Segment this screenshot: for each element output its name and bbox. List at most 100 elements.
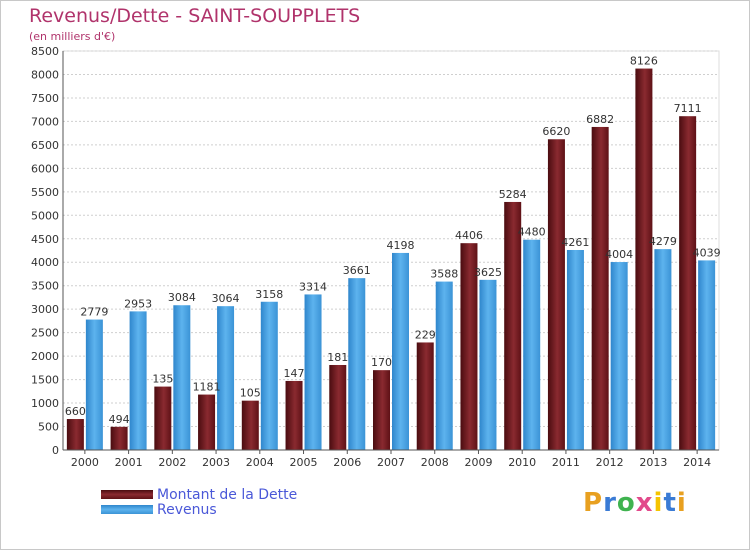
value-label-revenus-2009: 3625 [474, 266, 502, 279]
value-label-dette-2014: 7111 [674, 102, 702, 115]
logo-letter: r [603, 488, 617, 518]
y-tick-label-1500: 1500 [31, 374, 59, 387]
bar-dette-2003 [198, 394, 216, 450]
proxiti-logo: Proxiti [583, 488, 687, 518]
axis-layer: 0 500 1000 1500 2000 2500 3000 3500 4000 4500 5000… [31, 45, 719, 469]
value-label-revenus-2007: 4198 [387, 239, 415, 252]
logo-letter: P [583, 488, 604, 518]
y-tick-label-7500: 7500 [31, 92, 59, 105]
bar-dette-2001 [110, 426, 128, 450]
bar-dette-2002 [154, 386, 172, 450]
y-tick-label-2500: 2500 [31, 327, 59, 340]
bar-dette-2009 [460, 243, 478, 450]
value-label-revenus-2001: 2953 [124, 297, 152, 310]
value-label-dette-2010: 5284 [499, 188, 527, 201]
logo-letter: o [616, 488, 636, 518]
value-label-revenus-2011: 4261 [561, 236, 589, 249]
value-label-dette-2001: 494 [109, 413, 130, 426]
legend-swatch-dette [101, 490, 153, 499]
y-tick-label-5500: 5500 [31, 186, 59, 199]
x-tick-label-2000: 2000 [71, 456, 99, 469]
grid-layer [62, 50, 720, 451]
bar-dette-2006 [329, 364, 347, 450]
y-tick-label-8500: 8500 [31, 45, 59, 58]
x-tick-label-2008: 2008 [421, 456, 449, 469]
y-tick-label-3500: 3500 [31, 280, 59, 293]
value-label-dette-2005: 147 [284, 367, 305, 380]
bar-revenus-2005 [304, 294, 322, 450]
value-label-revenus-2013: 4279 [649, 235, 677, 248]
labels-layer: 660 2779 494 2953 135 3084 1181 3064 105 3158 147 3… [65, 55, 721, 426]
bar-revenus-2012 [610, 262, 628, 450]
x-tick-label-2014: 2014 [683, 456, 711, 469]
logo-letter: i [653, 488, 664, 518]
x-tick-label-2004: 2004 [246, 456, 274, 469]
bar-revenus-2007 [392, 252, 409, 450]
x-tick-label-2011: 2011 [552, 456, 580, 469]
bar-dette-2010 [504, 201, 522, 450]
value-label-revenus-2003: 3064 [212, 292, 240, 305]
bar-dette-2011 [547, 139, 565, 451]
x-tick-label-2010: 2010 [508, 456, 536, 469]
bar-dette-2000 [66, 419, 84, 450]
y-tick-label-3000: 3000 [31, 303, 59, 316]
bar-dette-2012 [591, 126, 609, 451]
value-label-revenus-2004: 3158 [255, 288, 283, 301]
bar-revenus-2002 [173, 305, 191, 450]
chart-subtitle: (en milliers d'€) [29, 30, 116, 43]
value-label-dette-2013: 8126 [630, 55, 658, 68]
bar-dette-2014 [679, 116, 697, 450]
value-label-revenus-2010: 4480 [518, 226, 546, 239]
value-label-dette-2008: 229 [415, 328, 436, 341]
y-tick-label-5000: 5000 [31, 209, 59, 222]
value-label-dette-2004: 105 [240, 387, 261, 400]
value-label-dette-2002: 135 [152, 373, 173, 386]
bar-dette-2013 [635, 68, 653, 450]
bar-revenus-2000 [85, 319, 103, 450]
x-tick-label-2005: 2005 [290, 456, 318, 469]
bar-dette-2004 [241, 400, 259, 450]
bar-revenus-2011 [566, 249, 584, 450]
bar-revenus-2010 [523, 239, 541, 450]
bar-dette-2005 [285, 380, 303, 450]
bar-dette-2008 [416, 342, 434, 450]
value-label-dette-2007: 170 [371, 356, 392, 369]
x-tick-label-2001: 2001 [115, 456, 143, 469]
bar-dette-2007 [373, 370, 390, 450]
x-tick-label-2002: 2002 [158, 456, 186, 469]
value-label-revenus-2002: 3084 [168, 291, 196, 304]
logo-letter: t [663, 488, 677, 518]
x-tick-label-2013: 2013 [639, 456, 667, 469]
bar-revenus-2003 [217, 306, 235, 450]
y-tick-label-8000: 8000 [31, 68, 59, 81]
legend-swatch-revenus [101, 505, 153, 514]
x-tick-label-2003: 2003 [202, 456, 230, 469]
value-label-revenus-2012: 4004 [605, 248, 633, 261]
value-label-revenus-2008: 3588 [430, 268, 458, 281]
bars-layer [66, 68, 716, 451]
plot-area [62, 50, 720, 451]
bar-revenus-2014 [698, 260, 716, 450]
x-tick-label-2007: 2007 [377, 456, 405, 469]
x-tick-label-2006: 2006 [333, 456, 361, 469]
value-label-revenus-2006: 3661 [343, 264, 371, 277]
y-tick-label-6000: 6000 [31, 162, 59, 175]
y-tick-label-2000: 2000 [31, 350, 59, 363]
y-tick-label-1000: 1000 [31, 397, 59, 410]
value-label-revenus-2014: 4039 [693, 246, 721, 259]
legend-label-dette: Montant de la Dette [157, 486, 298, 503]
value-label-revenus-2005: 3314 [299, 280, 327, 293]
x-tick-label-2012: 2012 [596, 456, 624, 469]
logo-letter: i [676, 488, 687, 518]
bar-revenus-2004 [260, 301, 278, 450]
bar-revenus-2009 [479, 279, 497, 450]
legend-entry-revenus: Revenus [101, 502, 297, 518]
x-tick-label-2009: 2009 [464, 456, 492, 469]
bar-revenus-2013 [654, 249, 672, 450]
value-label-dette-2003: 1181 [193, 381, 221, 394]
logo-letter: x [635, 488, 654, 518]
y-tick-label-6500: 6500 [31, 139, 59, 152]
value-label-dette-2006: 181 [327, 351, 348, 364]
chart-title: Revenus/Dette - SAINT-SOUPPLETS [29, 5, 361, 27]
